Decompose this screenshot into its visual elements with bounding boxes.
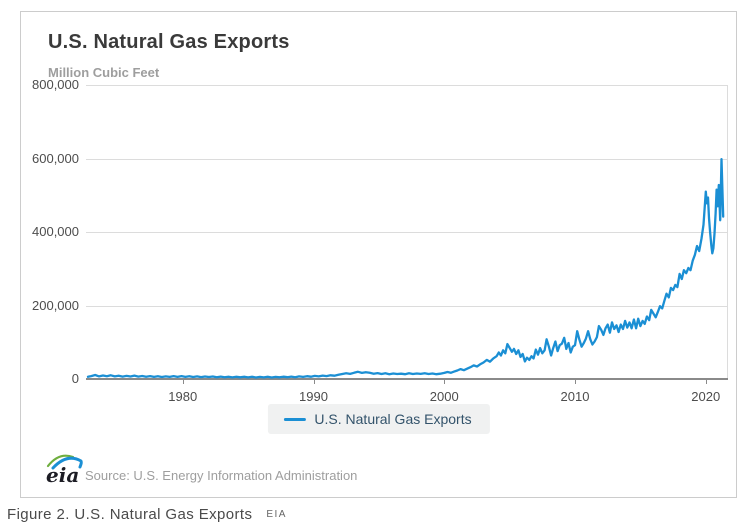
x-tick-mark [313,380,315,384]
figure-caption: Figure 2. U.S. Natural Gas Exports EIA [7,506,287,523]
x-tick-mark [182,380,184,384]
plot-right-border [727,85,728,379]
eia-logo-green-arc [46,454,75,468]
x-tick-label: 2000 [429,389,459,404]
legend-label: U.S. Natural Gas Exports [314,411,472,427]
source-attribution: Source: U.S. Energy Information Administ… [85,468,358,483]
y-tick-label: 200,000 [32,297,79,313]
chart-units-label: Million Cubic Feet [48,65,160,80]
x-tick-label: 1990 [299,389,328,404]
plot-area[interactable] [86,81,728,381]
x-tick-label: 2020 [691,389,721,404]
y-tick-label: 800,000 [32,77,79,92]
gridline [86,85,727,86]
x-axis-line [86,378,728,380]
series-line-us-natural-gas-exports [86,158,725,379]
eia-logo-text: eia [46,463,79,487]
y-tick-label: 600,000 [32,150,79,166]
x-tick-label: 2010 [560,389,590,404]
x-tick-mark [705,380,707,384]
x-tick-mark [444,380,446,384]
legend-item-us-natural-gas-exports[interactable]: U.S. Natural Gas Exports [267,404,490,434]
figure-caption-attribution: EIA [266,509,287,520]
x-tick-mark [575,380,577,384]
x-tick-label: 1980 [168,389,198,404]
y-tick-label: 0 [71,371,79,386]
legend-line-icon [283,417,306,421]
gridline [86,232,727,233]
gridline [86,158,727,160]
figure-caption-text: Figure 2. U.S. Natural Gas Exports [7,506,253,523]
y-tick-label: 400,000 [32,224,79,239]
chart-title: U.S. Natural Gas Exports [48,31,290,53]
chart-panel: U.S. Natural Gas Exports Million Cubic F… [20,11,737,498]
eia-logo-blue-swoosh [51,456,83,470]
gridline [86,305,727,307]
eia-logo[interactable]: eia [45,450,85,490]
